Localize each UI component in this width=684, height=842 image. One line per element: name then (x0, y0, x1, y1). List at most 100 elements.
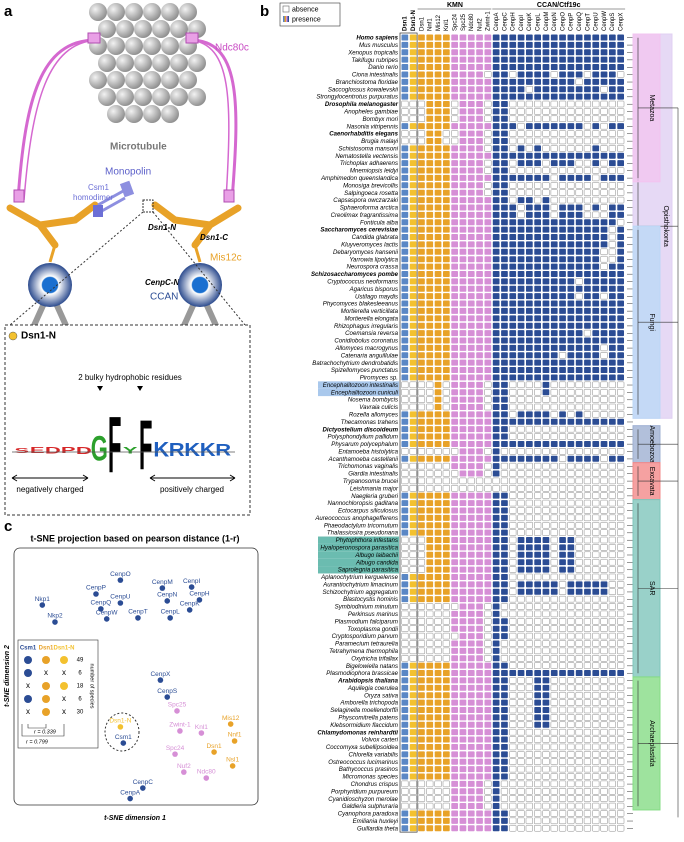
absence-cell (534, 604, 541, 610)
presence-cell (568, 670, 575, 676)
absence-cell (584, 145, 591, 151)
presence-cell (534, 700, 541, 706)
presence-cell (451, 382, 458, 388)
absence-cell (609, 515, 616, 521)
presence-cell (418, 737, 425, 743)
presence-cell (543, 264, 550, 270)
absence-cell (576, 692, 583, 698)
presence-cell (460, 301, 467, 307)
presence-cell (493, 774, 500, 780)
absence-cell (551, 611, 558, 617)
presence-cell (418, 589, 425, 595)
absence-cell (534, 825, 541, 831)
presence-cell (418, 35, 425, 41)
absence-cell (617, 700, 624, 706)
presence-cell (418, 264, 425, 270)
absence-cell (592, 707, 599, 713)
presence-cell (501, 116, 508, 122)
presence-cell (576, 589, 583, 595)
label: Monopolin (105, 167, 151, 178)
absence-cell (518, 825, 525, 831)
presence-cell (568, 64, 575, 70)
absence-cell (568, 182, 575, 188)
presence-cell (501, 810, 508, 816)
absence-cell (601, 168, 608, 174)
presence-cell (518, 345, 525, 351)
tubulin-sphere (134, 88, 152, 106)
species-name: Piromyces sp. (360, 375, 398, 382)
absence-cell (559, 131, 566, 137)
presence-cell (451, 559, 458, 565)
presence-cell (534, 86, 541, 92)
presence-cell (493, 64, 500, 70)
absence-cell (534, 737, 541, 743)
presence-cell (451, 71, 458, 77)
inset-count: 18 (77, 684, 84, 690)
presence-cell (443, 308, 450, 314)
presence-cell (551, 86, 558, 92)
species-name: Branchiostoma floridae (336, 79, 399, 86)
presence-cell (460, 337, 467, 343)
absence-cell (551, 655, 558, 661)
presence-cell (460, 182, 467, 188)
absence-cell (584, 751, 591, 757)
monopolin-head (120, 181, 134, 198)
presence-cell (410, 241, 417, 247)
presence-cell (426, 71, 433, 77)
presence-cell (410, 182, 417, 188)
absence-cell (443, 404, 450, 410)
absence-cell (559, 574, 566, 580)
presence-cell (609, 360, 616, 366)
presence-cell (534, 42, 541, 48)
absence-cell (551, 212, 558, 218)
presence-cell (518, 315, 525, 321)
presence-cell (468, 544, 475, 550)
absence-cell (559, 774, 566, 780)
absence-cell (509, 515, 516, 521)
presence-cell (501, 729, 508, 735)
presence-cell (410, 677, 417, 683)
absence-cell (526, 729, 533, 735)
presence-cell (435, 692, 442, 698)
absence-cell (568, 101, 575, 107)
absence-cell (559, 434, 566, 440)
presence-cell (468, 145, 475, 151)
tubulin-sphere (125, 3, 143, 21)
absence-cell (601, 448, 608, 454)
absence-cell (518, 123, 525, 129)
presence-cell (418, 810, 425, 816)
absence-cell (576, 737, 583, 743)
absence-cell (534, 404, 541, 410)
presence-cell (485, 722, 492, 728)
presence-cell (460, 94, 467, 100)
absence-cell (617, 574, 624, 580)
absence-cell (402, 567, 409, 573)
point-label: CenpI (183, 578, 201, 585)
presence-cell (468, 397, 475, 403)
presence-cell (584, 374, 591, 380)
presence-cell (402, 677, 409, 683)
absence-cell (410, 471, 417, 477)
presence-cell (443, 301, 450, 307)
absence-cell (526, 825, 533, 831)
absence-cell (418, 611, 425, 617)
point-label: Nuf2 (177, 763, 191, 770)
absence-cell (601, 123, 608, 129)
absence-cell (551, 108, 558, 114)
absence-cell (534, 759, 541, 765)
presence-cell (501, 145, 508, 151)
absence-cell (534, 530, 541, 536)
presence-cell (493, 788, 500, 794)
presence-cell (617, 352, 624, 358)
presence-cell (402, 308, 409, 314)
presence-cell (551, 293, 558, 299)
absence-cell (509, 818, 516, 824)
absence-cell (518, 788, 525, 794)
presence-cell (468, 810, 475, 816)
absence-cell (501, 604, 508, 610)
presence-cell (493, 315, 500, 321)
absence-cell (443, 389, 450, 395)
absence-cell (584, 397, 591, 403)
point (121, 740, 127, 746)
presence-cell (601, 49, 608, 55)
